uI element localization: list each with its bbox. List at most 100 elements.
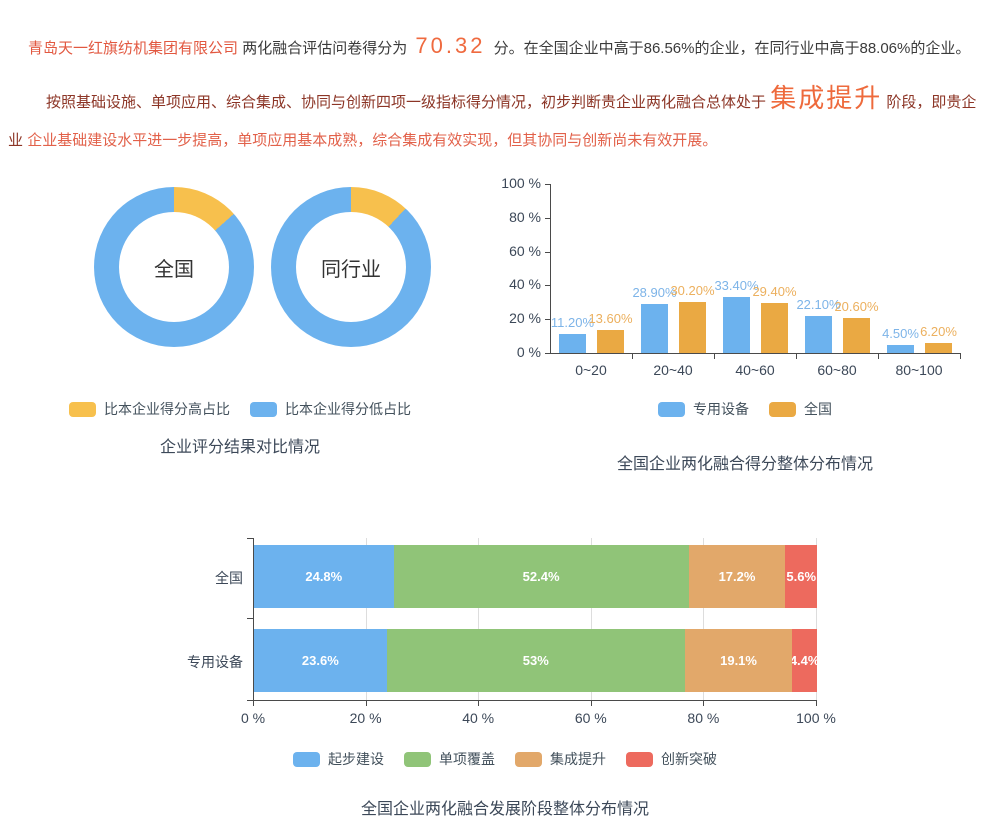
- stacked-chart-y-tick: [247, 538, 253, 539]
- legend-label: 专用设备: [693, 401, 749, 417]
- bar-全国-40~60[interactable]: [761, 303, 788, 353]
- bar-全国-60~80[interactable]: [843, 318, 870, 353]
- legend-item-集成提升[interactable]: 集成提升: [515, 749, 606, 769]
- segment-起步建设-专用设备[interactable]: 23.6%: [254, 629, 387, 692]
- bar-chart-x-tick: [878, 353, 879, 359]
- legend-item-比本企业得分高占比[interactable]: 比本企业得分高占比: [69, 399, 230, 419]
- bar-value-label: 30.20%: [670, 282, 715, 298]
- stacked-chart-y-axis-line: [253, 538, 254, 701]
- bar-chart-y-tick: [545, 184, 550, 185]
- segment-单项覆盖-专用设备[interactable]: 53%: [386, 629, 685, 692]
- legend-swatch: [404, 751, 431, 767]
- score-prefix: 两化融合评估问卷得分为: [242, 40, 408, 57]
- stacked-chart-gridline: [703, 538, 705, 700]
- bar-value-label: 20.60%: [834, 299, 879, 315]
- segment-集成提升-专用设备[interactable]: 19.1%: [684, 629, 793, 692]
- bar-全国-20~40[interactable]: [679, 301, 706, 353]
- legend-swatch: [769, 401, 796, 417]
- segment-创新突破-全国[interactable]: 5.6%: [785, 545, 817, 608]
- segment-value-label: 17.2%: [718, 569, 756, 584]
- legend-item-全国[interactable]: 全国: [769, 399, 832, 419]
- segment-创新突破-专用设备[interactable]: 4.4%: [792, 629, 817, 692]
- legend-swatch: [515, 751, 542, 767]
- segment-起步建设-全国[interactable]: 24.8%: [254, 545, 394, 608]
- donut-industry-label: 同行业: [321, 258, 381, 281]
- segment-value-label: 52.4%: [522, 569, 560, 584]
- segment-value-label: 5.6%: [786, 569, 817, 584]
- legend-item-创新突破[interactable]: 创新突破: [626, 749, 717, 769]
- stacked-chart-gridline: [365, 538, 367, 700]
- legend-swatch: [658, 401, 685, 417]
- bar-chart-y-tick: [545, 217, 550, 219]
- bar-全国-0~20[interactable]: [597, 330, 624, 353]
- assessment-stage: 集成提升: [770, 83, 883, 113]
- bar-chart-y-tick-label: 0 %: [516, 344, 541, 360]
- assessment-paragraph: 按照基础设施、单项应用、综合集成、协同与创新四项一级指标得分情况，初步判断贵企业…: [8, 79, 988, 160]
- stacked-chart-title: 全国企业两化融合发展阶段整体分布情况: [360, 801, 649, 818]
- stacked-bar-row-专用设备: 23.6% 53% 19.1% 4.4%: [254, 629, 817, 692]
- bar-chart-category-label: 80~100: [895, 362, 943, 378]
- bar-value-label: 33.40%: [714, 277, 759, 293]
- legend-swatch: [69, 401, 96, 417]
- legend-label: 单项覆盖: [439, 751, 495, 767]
- segment-value-label: 53%: [522, 653, 549, 668]
- segment-value-label: 23.6%: [301, 653, 339, 668]
- score-suffix: 分。在全国企业中高于86.56%的企业，在同行业中高于88.06%的企业。: [493, 40, 971, 57]
- legend-label: 全国: [804, 401, 832, 417]
- legend-item-比本企业得分低占比[interactable]: 比本企业得分低占比: [250, 399, 411, 419]
- stacked-chart-y-tick: [247, 618, 253, 619]
- donut-chart-legend: 比本企业得分高占比 比本企业得分低占比: [30, 399, 450, 419]
- bar-chart-category-label: 60~80: [817, 362, 857, 378]
- bar-chart-plot: 11.20% 13.60% 28.90% 30.20% 33.40% 29.40% 22.1…: [550, 184, 960, 353]
- legend-swatch: [626, 751, 653, 767]
- stacked-chart-gridline: [590, 538, 592, 700]
- legend-item-单项覆盖[interactable]: 单项覆盖: [404, 749, 495, 769]
- legend-item-专用设备[interactable]: 专用设备: [658, 399, 749, 419]
- stacked-chart-x-tick-label: 20 %: [349, 710, 382, 726]
- stacked-chart-x-tick-label: 0 %: [240, 710, 266, 726]
- stacked-chart-x-tick: [816, 700, 817, 706]
- stacked-chart-x-tick-label: 100 %: [796, 710, 836, 726]
- stacked-chart-x-axis-line: [253, 700, 816, 701]
- bar-value-label: 28.90%: [632, 285, 677, 301]
- donut-national[interactable]: 全国: [94, 187, 254, 347]
- bar-专用设备-0~20[interactable]: [559, 334, 586, 353]
- assessment-part1: 按照基础设施、单项应用、综合集成、协同与创新四项一级指标得分情况，初步判断贵企业…: [46, 94, 767, 111]
- bar-chart-y-tick-label: 80 %: [509, 208, 541, 225]
- stacked-chart-x-tick: [590, 700, 592, 706]
- stacked-chart-category-label: 全国: [215, 569, 243, 586]
- bar-chart-x-tick: [960, 353, 961, 359]
- bar-全国-80~100[interactable]: [925, 342, 952, 353]
- bar-专用设备-80~100[interactable]: [887, 345, 914, 353]
- stacked-chart-x-tick: [478, 700, 480, 706]
- summary-line: 青岛天一红旗纺机集团有限公司 两化融合评估问卷得分为 70.32 分。在全国企业…: [28, 33, 988, 62]
- legend-item-起步建设[interactable]: 起步建设: [293, 749, 384, 769]
- stacked-chart-legend: 起步建设 单项覆盖 集成提升 创新突破: [180, 749, 830, 769]
- bar-value-label: 4.50%: [882, 326, 919, 342]
- donut-industry[interactable]: 同行业: [271, 187, 431, 347]
- bar-chart-x-axis-line: [550, 353, 960, 354]
- stacked-bar-row-全国: 24.8% 52.4% 17.2% 5.6%: [254, 545, 817, 608]
- stacked-chart-x-tick-label: 80 %: [687, 710, 720, 726]
- legend-swatch: [250, 401, 277, 417]
- legend-swatch: [293, 751, 320, 767]
- segment-value-label: 24.8%: [305, 569, 343, 584]
- company-name: 青岛天一红旗纺机集团有限公司: [28, 40, 239, 57]
- stacked-chart-x-tick: [365, 700, 367, 706]
- segment-集成提升-全国[interactable]: 17.2%: [688, 545, 786, 608]
- segment-单项覆盖-全国[interactable]: 52.4%: [393, 545, 689, 608]
- bar-专用设备-40~60[interactable]: [723, 296, 750, 353]
- donut-chart-title: 企业评分结果对比情况: [159, 439, 320, 456]
- bar-专用设备-20~40[interactable]: [641, 304, 668, 353]
- bar-chart-y-tick-label: 100 %: [501, 175, 541, 191]
- stacked-chart-category-label: 专用设备: [187, 653, 243, 670]
- bar-chart-y-tick: [545, 285, 550, 287]
- bar-chart-x-tick: [714, 353, 715, 359]
- bar-chart-y-tick-label: 60 %: [509, 242, 541, 259]
- bar-chart-category-label: 20~40: [653, 362, 693, 378]
- bar-专用设备-60~80[interactable]: [805, 315, 832, 353]
- stacked-chart-gridline: [478, 538, 480, 700]
- assessment-part2: 阶段，即贵企业: [8, 94, 977, 149]
- bar-chart-title: 全国企业两化融合得分整体分布情况: [616, 456, 873, 473]
